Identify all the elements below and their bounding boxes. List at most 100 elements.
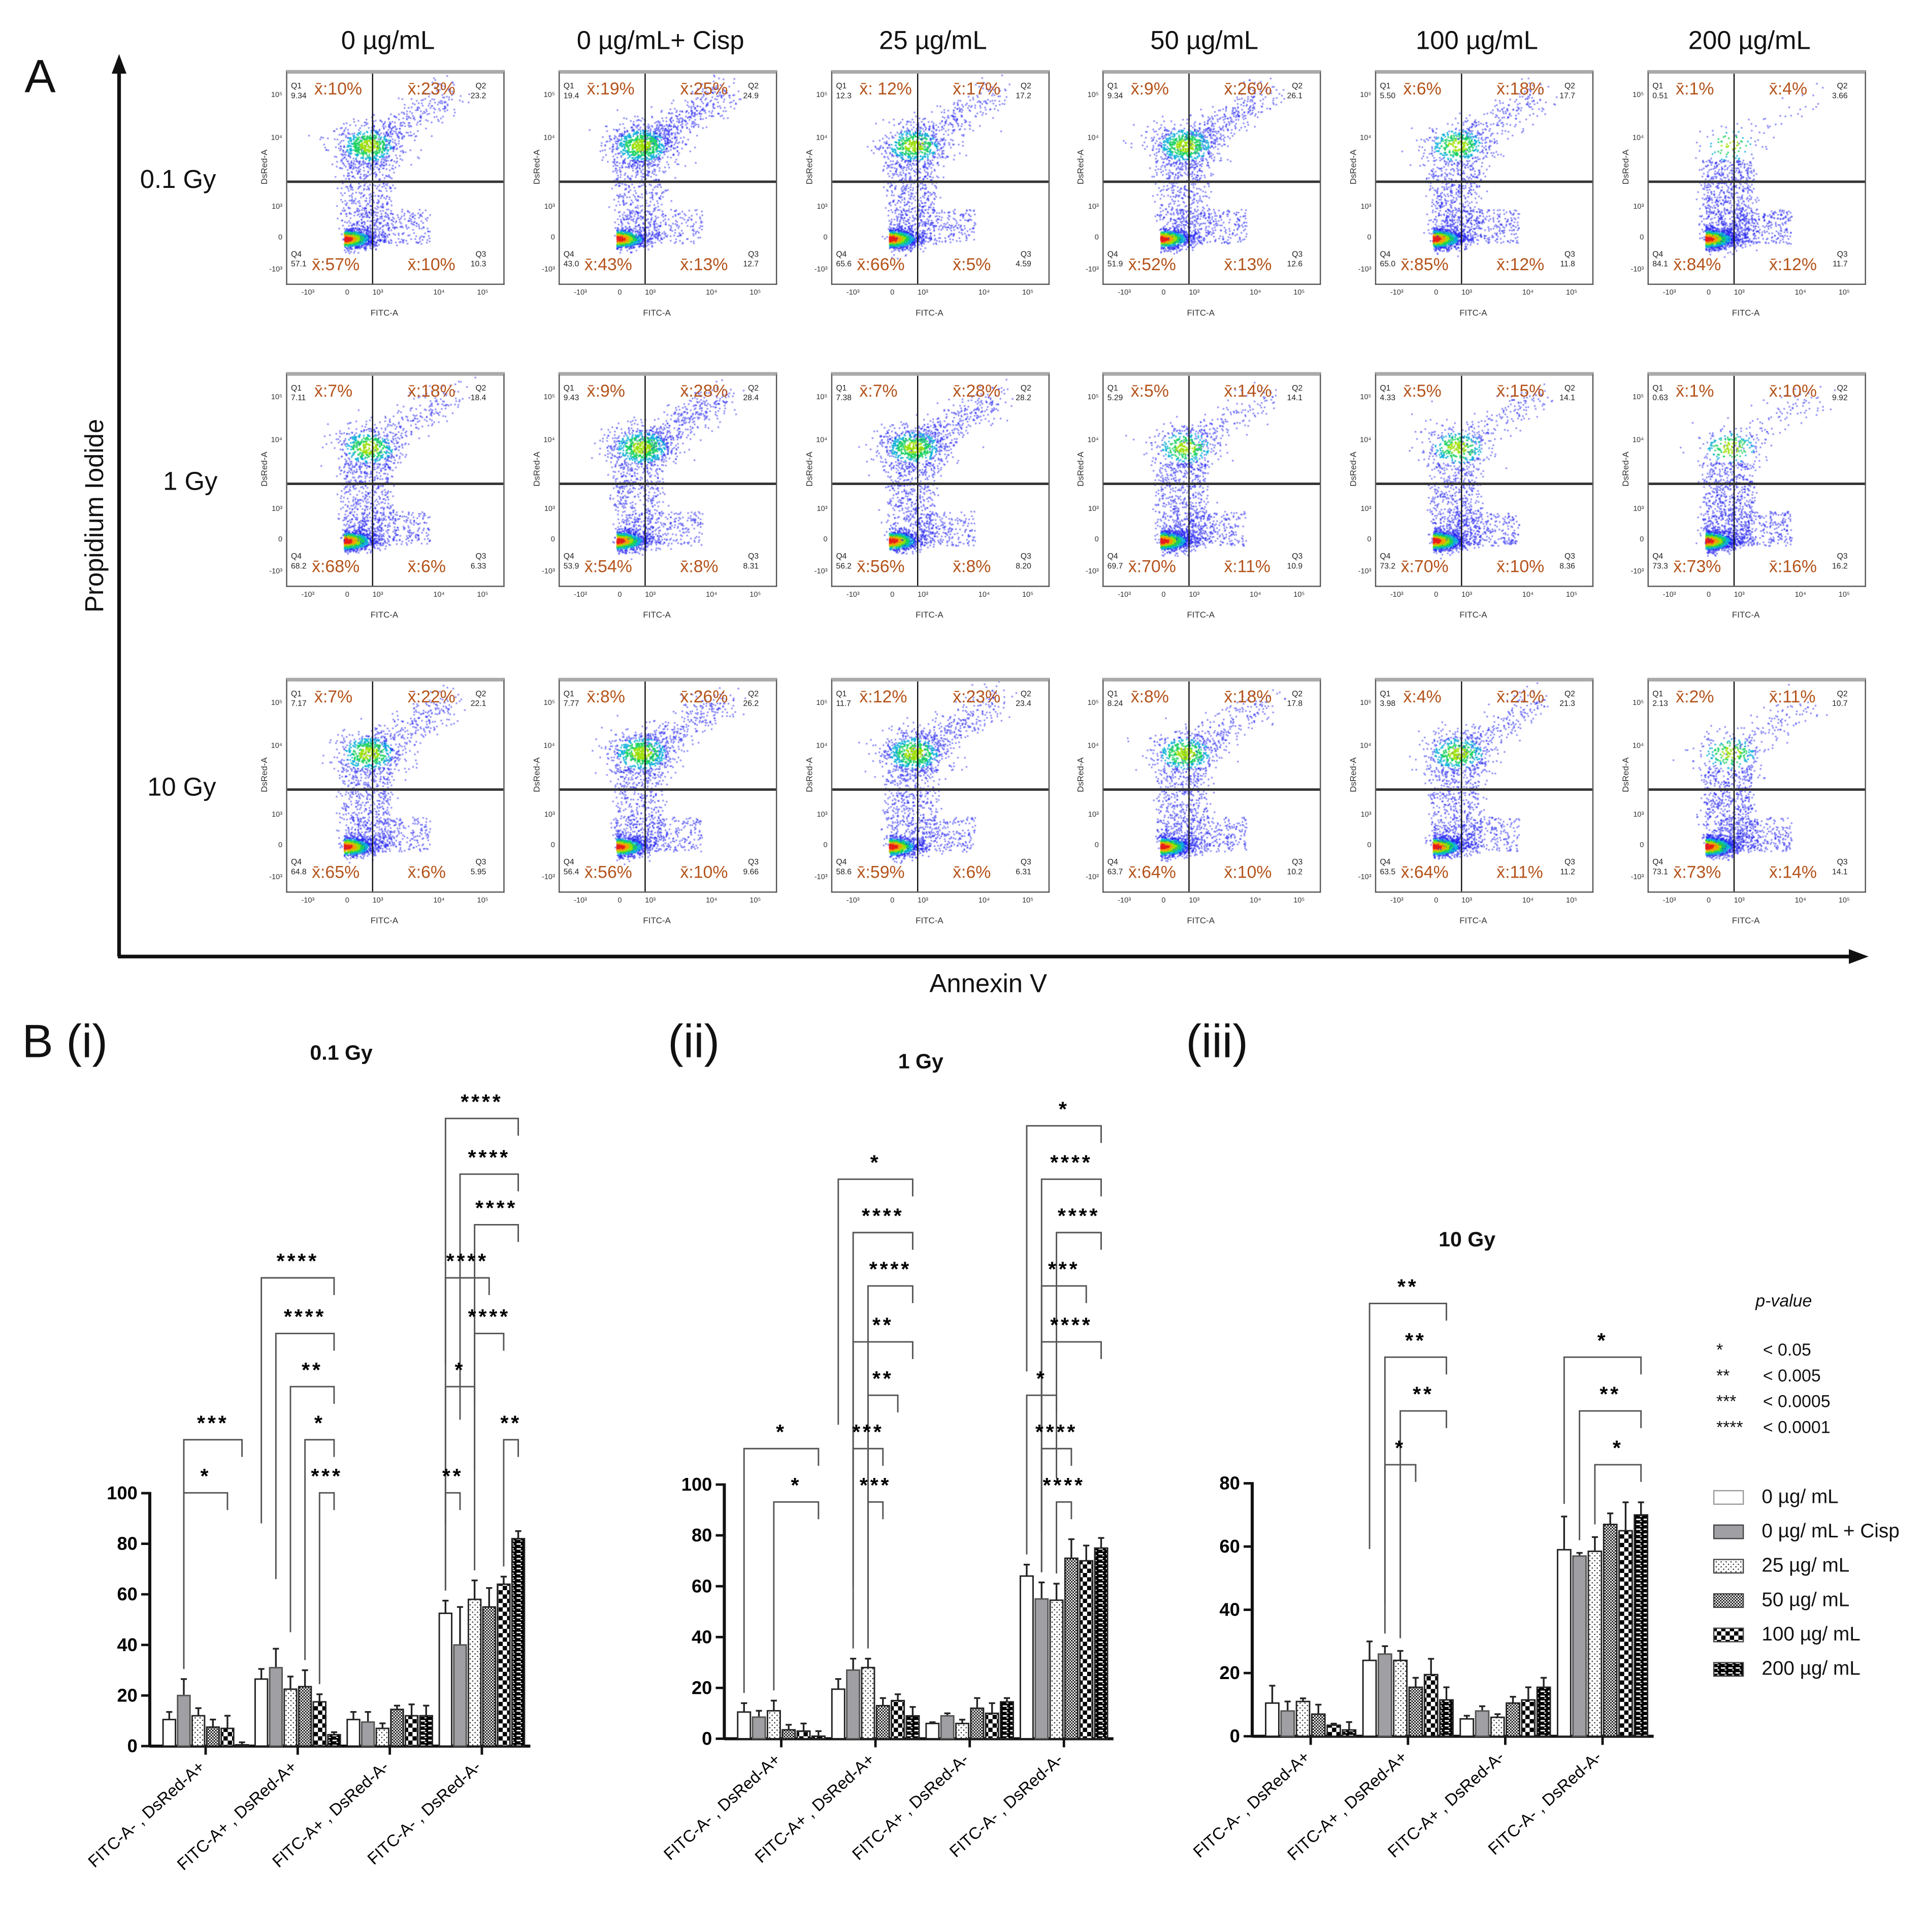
x-axis-label-fitc: FITC-A (1459, 917, 1487, 926)
bar (1049, 1599, 1064, 1740)
column-header: 25 µg/mL (879, 27, 987, 55)
quadrant-gate-vertical[interactable] (1733, 375, 1735, 586)
bar (254, 1678, 269, 1747)
quadrant-gate-horizontal[interactable] (560, 482, 776, 486)
y-tick-label: 10⁴ (816, 135, 828, 143)
quadrant-q2-percent: 9.92 (1832, 394, 1848, 403)
quadrant-gate-horizontal[interactable] (1648, 482, 1865, 486)
bar (269, 1667, 283, 1747)
quadrant-gate-horizontal[interactable] (1376, 482, 1592, 486)
quadrant-gate-vertical[interactable] (644, 74, 646, 284)
x-tick-label: 0 (890, 289, 895, 298)
x-tick-label: -10³ (846, 897, 860, 905)
quadrant-q4-percent: 43.0 (563, 260, 579, 269)
quadrant-gate-horizontal[interactable] (1103, 180, 1320, 183)
quadrant-q2-name: Q2 (475, 82, 486, 91)
quadrant-q3-name: Q3 (1020, 250, 1031, 260)
quadrant-q2-name: Q2 (748, 384, 759, 393)
quadrant-q2-name: Q2 (1292, 384, 1303, 393)
quadrant-q2-label: Q2 10.7 (1832, 690, 1848, 710)
quadrant-gate-vertical[interactable] (644, 681, 646, 892)
quadrant-q2-name: Q2 (475, 384, 486, 393)
legend-item: 200 µg/ mL (1713, 1659, 1861, 1681)
quadrant-gate-horizontal[interactable] (1376, 788, 1592, 791)
quadrant-gate-vertical[interactable] (1733, 681, 1735, 892)
quadrant-gate-horizontal[interactable] (1376, 180, 1592, 183)
quadrant-gate-vertical[interactable] (1188, 74, 1190, 284)
quadrant-gate-vertical[interactable] (1188, 375, 1190, 586)
chart-title-1gy: 1 Gy (898, 1050, 943, 1074)
quadrant-q1-name: Q1 (563, 384, 574, 393)
quadrant-gate-vertical[interactable] (371, 681, 373, 892)
quadrant-q2-label: Q2 17.8 (1287, 690, 1303, 710)
mean-percent-m4: x̄:65% (312, 862, 360, 882)
quadrant-gate-vertical[interactable] (1188, 681, 1190, 892)
quadrant-gate-vertical[interactable] (1733, 74, 1735, 284)
quadrant-gate-horizontal[interactable] (287, 482, 504, 486)
y-tick-label: 0 (1094, 842, 1099, 849)
flow-cytometry-plot: Q1 8.24 Q2 17.8 Q3 10.2 Q4 63.7 x̄:8% x̄:18% x̄:10… (1102, 678, 1321, 893)
quadrant-gate-horizontal[interactable] (1648, 180, 1865, 183)
bar (737, 1711, 752, 1740)
quadrant-gate-vertical[interactable] (371, 74, 373, 284)
mean-percent-m3: x̄:10% (407, 254, 455, 274)
x-tick-label: 10⁴ (1795, 592, 1806, 599)
flow-cytometry-plot: Q1 7.11 Q2 18.4 Q3 6.33 Q4 68.2 x̄:7% x̄:18% x̄:6%… (286, 372, 505, 587)
y-tick-label: 10⁴ (543, 437, 555, 445)
quadrant-q4-label: Q4 56.2 (836, 553, 852, 572)
mean-percent-m1: x̄:7% (314, 686, 353, 706)
quadrant-gate-vertical[interactable] (917, 681, 918, 892)
bar (846, 1669, 861, 1740)
quadrant-q2-percent: 28.2 (1016, 394, 1031, 403)
significance-stars: * (776, 1420, 787, 1443)
mean-percent-m2: x̄:18% (407, 380, 455, 401)
quadrant-gate-horizontal[interactable] (560, 788, 776, 791)
row-label-dose: 0.1 Gy (140, 166, 216, 194)
x-axis-label-fitc: FITC-A (1187, 611, 1215, 620)
bar (1587, 1550, 1603, 1737)
x-tick-label: -10³ (574, 289, 587, 298)
legend-swatch (1713, 1490, 1744, 1505)
y-tick-label: -10³ (541, 568, 555, 576)
quadrant-gate-horizontal[interactable] (287, 788, 504, 791)
quadrant-gate-vertical[interactable] (917, 375, 918, 586)
quadrant-q3-percent: 14.1 (1832, 868, 1848, 877)
quadrant-q2-name: Q2 (1564, 82, 1575, 91)
quadrant-gate-vertical[interactable] (644, 375, 646, 586)
quadrant-gate-horizontal[interactable] (832, 788, 1049, 791)
quadrant-gate-horizontal[interactable] (1103, 788, 1320, 791)
quadrant-q4-name: Q4 (1380, 552, 1391, 561)
y-tick-label: -10³ (1358, 568, 1372, 576)
y-tick-label: 0 (278, 234, 283, 242)
y-tick-label: 40 (692, 1626, 712, 1647)
legend-swatch-fill (1713, 1559, 1744, 1574)
quadrant-q3-label: Q3 11.2 (1560, 858, 1575, 878)
significance-stars: ** (1397, 1275, 1419, 1298)
bar (1280, 1710, 1295, 1737)
quadrant-gate-horizontal[interactable] (832, 180, 1049, 183)
mean-percent-m3: x̄:11% (1224, 556, 1271, 576)
quadrant-q3-label: Q3 11.7 (1833, 250, 1847, 270)
quadrant-gate-vertical[interactable] (1460, 681, 1462, 892)
y-tick-label: 40 (1220, 1599, 1240, 1620)
quadrant-gate-vertical[interactable] (1460, 375, 1462, 586)
y-tick-label: 10³ (1360, 812, 1372, 819)
quadrant-gate-horizontal[interactable] (1648, 788, 1865, 791)
quadrant-gate-horizontal[interactable] (832, 482, 1049, 486)
mean-percent-m3: x̄:6% (407, 862, 446, 882)
quadrant-gate-vertical[interactable] (371, 375, 373, 586)
quadrant-gate-horizontal[interactable] (287, 180, 504, 183)
x-tick-label: -10³ (1662, 289, 1676, 298)
mean-percent-m1: x̄:7% (314, 380, 353, 401)
quadrant-q3-percent: 11.2 (1560, 868, 1575, 877)
quadrant-gate-horizontal[interactable] (560, 180, 776, 183)
significance-stars: **** (862, 1204, 904, 1228)
quadrant-q2-percent: 17.8 (1287, 700, 1303, 709)
mean-percent-m3: x̄:6% (407, 556, 446, 576)
mean-percent-m3: x̄:8% (680, 556, 719, 576)
quadrant-gate-horizontal[interactable] (1103, 482, 1320, 486)
quadrant-q4-label: Q4 58.6 (836, 858, 852, 878)
quadrant-gate-vertical[interactable] (1460, 74, 1462, 284)
quadrant-gate-vertical[interactable] (917, 74, 918, 284)
